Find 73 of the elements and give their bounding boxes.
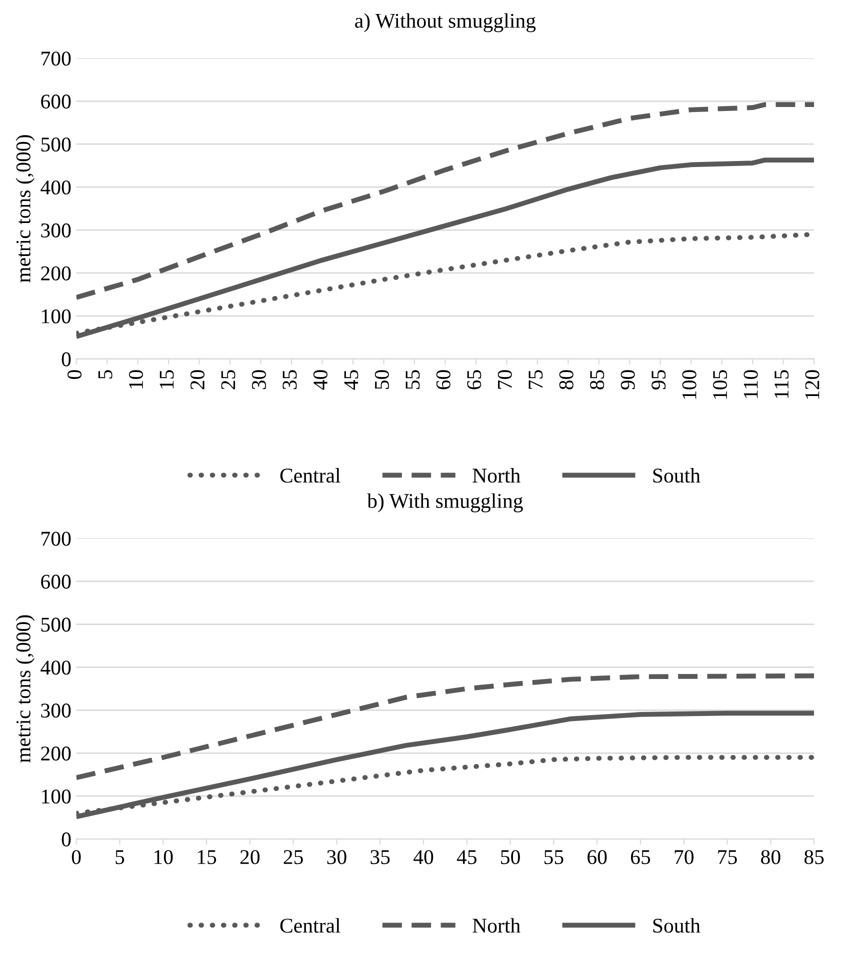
x-tick-label: 10 [128, 370, 144, 388]
y-tick-label: 200 [41, 266, 71, 280]
y-tick-label: 0 [62, 352, 71, 366]
x-tick-label: 100 [682, 370, 696, 399]
y-tick-label: 300 [41, 704, 71, 718]
y-tick-label: 400 [40, 180, 71, 195]
x-tick-label: 80 [761, 850, 780, 864]
x-tick-label: 5 [116, 850, 124, 864]
x-tick-label: 85 [804, 850, 824, 864]
x-tick-label: 10 [154, 850, 173, 864]
y-tick-label: 0 [62, 832, 71, 846]
x-tick-label: 90 [620, 370, 635, 390]
y-tick-label: 400 [40, 660, 71, 675]
x-tick-label: 55 [544, 850, 564, 864]
x-tick-label: 60 [436, 370, 450, 390]
x-tick-label: 45 [456, 850, 476, 864]
y-tick-label: 600 [41, 94, 71, 109]
x-tick-label: 40 [413, 850, 434, 864]
x-tick-label: 50 [501, 850, 520, 864]
y-tick-label: 100 [42, 789, 71, 804]
legend-label: North [472, 918, 520, 933]
legend-label: South [653, 918, 700, 933]
x-tick-label: 45 [344, 370, 358, 390]
x-tick-label: 75 [718, 850, 737, 864]
x-tick-label: 5 [98, 370, 112, 379]
chart-title: a) Without smuggling [355, 13, 536, 32]
x-tick-label: 105 [713, 370, 728, 399]
x-tick-label: 70 [498, 370, 512, 389]
x-tick-label: 25 [221, 370, 236, 390]
x-tick-label: 85 [590, 370, 604, 390]
legend-label: Central [280, 468, 340, 483]
x-tick-label: 15 [198, 850, 216, 864]
x-tick-label: 30 [327, 850, 346, 864]
y-tick-label: 100 [42, 309, 71, 324]
x-tick-label: 70 [674, 850, 694, 864]
x-tick-label: 75 [528, 370, 543, 389]
x-tick-label: 35 [282, 370, 297, 390]
x-tick-label: 25 [284, 850, 303, 864]
x-tick-label: 15 [160, 370, 174, 388]
y-axis-title: metric tons (,000) [16, 615, 35, 763]
y-tick-label: 500 [41, 137, 71, 152]
x-tick-label: 20 [190, 370, 204, 390]
x-tick-label: 55 [406, 370, 420, 389]
x-tick-label: 115 [774, 370, 789, 398]
legend-label: South [653, 468, 700, 483]
line-series [76, 102, 814, 300]
y-tick-label: 200 [41, 746, 71, 761]
x-tick-label: 120 [805, 370, 820, 399]
y-axis-title: metric tons (,000) [16, 135, 35, 282]
x-tick-label: 0 [67, 370, 82, 379]
x-tick-label: 0 [72, 850, 81, 864]
x-tick-label: 40 [313, 370, 328, 390]
y-tick-label: 600 [41, 574, 71, 589]
y-tick-label: 700 [42, 52, 71, 66]
legend-label: North [472, 468, 520, 483]
x-tick-label: 60 [588, 850, 607, 864]
x-tick-label: 35 [370, 850, 390, 864]
x-tick-label: 30 [252, 370, 266, 390]
line-series [76, 710, 814, 820]
y-tick-label: 300 [41, 223, 71, 238]
y-tick-label: 500 [41, 618, 71, 632]
x-tick-label: 50 [374, 370, 389, 389]
y-tick-label: 700 [42, 532, 71, 546]
line-series [76, 158, 814, 339]
chart-title: b) With smuggling [367, 493, 523, 512]
x-tick-label: 95 [652, 370, 666, 390]
line-series [76, 673, 814, 780]
x-tick-label: 65 [467, 370, 482, 390]
x-tick-label: 110 [744, 370, 758, 398]
legend-label: Central [280, 918, 340, 933]
x-tick-label: 80 [559, 370, 574, 390]
x-tick-label: 20 [240, 850, 260, 864]
x-tick-label: 65 [630, 850, 650, 864]
